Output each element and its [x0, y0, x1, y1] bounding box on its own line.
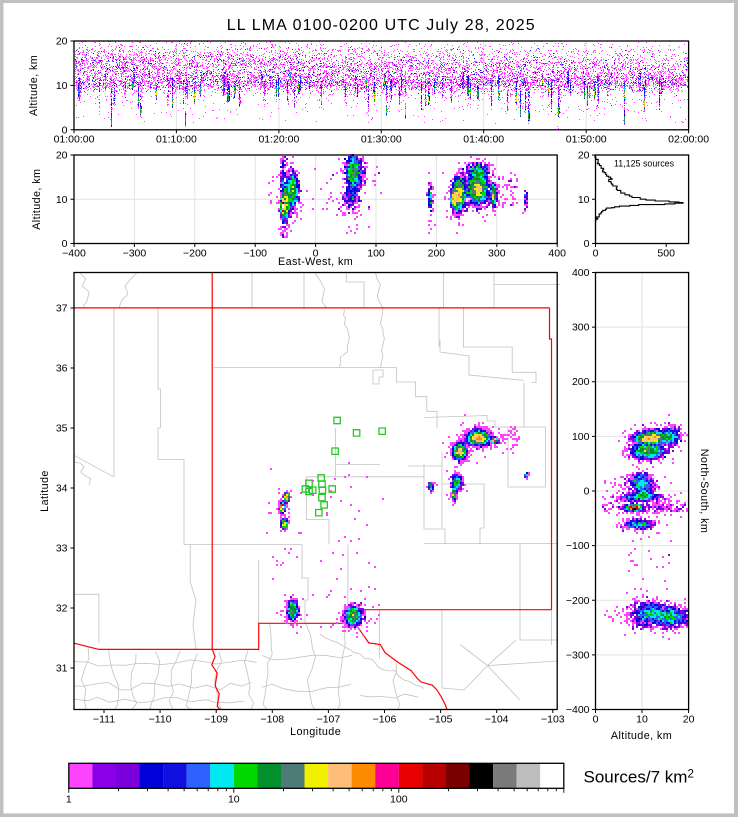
svg-text:33: 33 — [56, 543, 68, 555]
svg-text:36: 36 — [56, 363, 68, 375]
svg-text:LL LMA 0100-0200 UTC July 28,: LL LMA 0100-0200 UTC July 28, 2025 — [227, 17, 536, 34]
svg-text:20: 20 — [683, 714, 695, 726]
svg-text:01:20:00: 01:20:00 — [258, 134, 299, 146]
svg-text:Altitude, km: Altitude, km — [611, 730, 672, 742]
svg-text:Sources/7 km2: Sources/7 km2 — [584, 768, 694, 787]
svg-text:400: 400 — [548, 247, 566, 259]
svg-text:20: 20 — [56, 150, 68, 162]
svg-text:400: 400 — [572, 267, 590, 279]
svg-text:−300: −300 — [566, 649, 590, 661]
svg-text:20: 20 — [56, 36, 68, 48]
svg-text:−100: −100 — [566, 540, 590, 552]
svg-text:10: 10 — [56, 194, 68, 206]
svg-text:−400: −400 — [62, 247, 86, 259]
svg-text:0: 0 — [584, 486, 590, 498]
svg-text:0: 0 — [62, 238, 68, 250]
svg-text:10: 10 — [56, 80, 68, 92]
svg-text:−400: −400 — [566, 704, 590, 716]
svg-text:−111: −111 — [93, 714, 115, 726]
svg-text:10: 10 — [578, 194, 590, 206]
svg-text:32: 32 — [56, 603, 68, 615]
svg-text:−103: −103 — [541, 714, 565, 726]
svg-text:−105: −105 — [429, 714, 453, 726]
svg-text:01:40:00: 01:40:00 — [463, 134, 504, 146]
svg-text:20: 20 — [578, 150, 590, 162]
svg-text:−106: −106 — [373, 714, 397, 726]
svg-text:Longitude: Longitude — [290, 726, 341, 738]
svg-text:0: 0 — [62, 124, 68, 136]
svg-text:−107: −107 — [317, 714, 341, 726]
svg-text:01:50:00: 01:50:00 — [566, 134, 607, 146]
svg-text:1: 1 — [66, 793, 72, 805]
svg-text:−110: −110 — [149, 714, 172, 726]
svg-text:300: 300 — [572, 322, 590, 334]
svg-text:200: 200 — [428, 247, 446, 259]
svg-text:100: 100 — [572, 431, 590, 443]
svg-text:500: 500 — [657, 247, 675, 259]
svg-text:01:10:00: 01:10:00 — [156, 134, 197, 146]
svg-text:Altitude, km: Altitude, km — [31, 169, 43, 230]
svg-text:34: 34 — [56, 483, 68, 495]
svg-text:01:30:00: 01:30:00 — [361, 134, 402, 146]
svg-text:North-South, km: North-South, km — [698, 449, 710, 534]
svg-text:0: 0 — [313, 247, 319, 259]
svg-text:0: 0 — [593, 714, 599, 726]
svg-text:Altitude, km: Altitude, km — [28, 55, 40, 116]
svg-text:10: 10 — [636, 714, 648, 726]
svg-text:Latitude: Latitude — [39, 470, 51, 512]
svg-text:300: 300 — [488, 247, 506, 259]
svg-text:0: 0 — [584, 238, 590, 250]
svg-text:10: 10 — [228, 793, 240, 805]
svg-text:−200: −200 — [183, 247, 207, 259]
svg-text:37: 37 — [56, 303, 68, 315]
svg-text:200: 200 — [572, 376, 590, 388]
svg-text:0: 0 — [593, 247, 599, 259]
svg-text:−300: −300 — [123, 247, 147, 259]
svg-text:35: 35 — [56, 423, 68, 435]
svg-text:−109: −109 — [204, 714, 228, 726]
svg-text:100: 100 — [367, 247, 385, 259]
svg-text:11,125 sources: 11,125 sources — [614, 158, 675, 168]
svg-text:02:00:00: 02:00:00 — [668, 134, 709, 146]
svg-text:−104: −104 — [485, 714, 509, 726]
svg-text:100: 100 — [390, 793, 408, 805]
svg-text:East-West, km: East-West, km — [278, 256, 353, 268]
svg-text:01:00:00: 01:00:00 — [54, 134, 95, 146]
svg-text:−108: −108 — [260, 714, 284, 726]
svg-text:31: 31 — [56, 663, 68, 675]
svg-text:−200: −200 — [566, 595, 590, 607]
svg-text:−100: −100 — [243, 247, 267, 259]
